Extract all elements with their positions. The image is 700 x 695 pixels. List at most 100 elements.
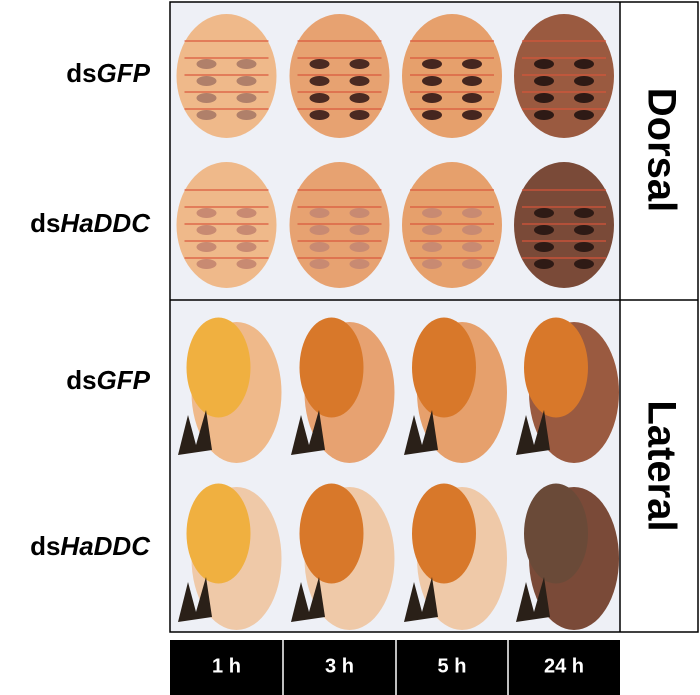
pupa-head	[412, 483, 476, 584]
pupa-spot	[349, 242, 370, 252]
row-label-prefix: ds	[30, 531, 60, 561]
time-label: 1 h	[212, 655, 241, 677]
pupa-spot	[534, 110, 554, 120]
pupa-spot	[349, 93, 370, 103]
view-label: Dorsal	[639, 88, 683, 213]
pupa-spot	[534, 242, 554, 252]
pupa-spot	[236, 76, 257, 86]
pupa-spot	[236, 208, 257, 218]
pupa-spot	[309, 76, 330, 86]
pupa-head	[299, 317, 364, 418]
pupa-spot	[349, 259, 370, 269]
pupa-spines	[516, 577, 550, 622]
pupa-spines	[404, 410, 438, 455]
pupa-spot	[309, 208, 330, 218]
row-label-prefix: ds	[66, 365, 96, 395]
row-label: dsHaDDC	[30, 531, 151, 561]
pupa-spot	[236, 110, 257, 120]
pupa-spot	[422, 93, 442, 103]
row-label-gene: HaDDC	[60, 531, 151, 561]
pupa-spines	[178, 410, 212, 455]
row-label: dsGFP	[66, 365, 150, 395]
pupa-spot	[574, 242, 594, 252]
pupa-spines	[516, 410, 550, 455]
pupa-spot	[574, 259, 594, 269]
view-label: Lateral	[639, 400, 683, 531]
time-bar	[170, 640, 620, 695]
pupa-spot	[196, 225, 217, 235]
pupa-spot	[309, 93, 330, 103]
pupa-spot	[422, 225, 442, 235]
pupa-spot	[574, 93, 594, 103]
pupa-spines	[404, 577, 438, 622]
pupa-spot	[196, 242, 217, 252]
pupa-head	[186, 483, 251, 584]
pupa-spot	[534, 93, 554, 103]
pupa-spot	[574, 110, 594, 120]
time-label: 5 h	[438, 655, 467, 677]
pupa-spot	[349, 59, 370, 69]
pupa-spot	[534, 225, 554, 235]
pupa-spot	[534, 59, 554, 69]
pupa-spot	[534, 259, 554, 269]
row-label-gene: GFP	[97, 58, 151, 88]
pupa-spot	[236, 225, 257, 235]
pupa-spot	[534, 208, 554, 218]
pupa-spot	[462, 76, 482, 86]
pupa-spot	[309, 59, 330, 69]
row-label-gene: GFP	[97, 365, 151, 395]
pupa-spot	[309, 242, 330, 252]
pupa-spot	[574, 76, 594, 86]
pupa-spot	[462, 59, 482, 69]
pupa-spot	[349, 208, 370, 218]
time-label: 24 h	[544, 655, 584, 677]
pupa-spot	[534, 76, 554, 86]
pupa-head	[524, 483, 588, 584]
pupa-spot	[462, 225, 482, 235]
row-label: dsGFP	[66, 58, 150, 88]
pupa-spines	[291, 410, 325, 455]
pupa-head	[412, 317, 476, 418]
row-label-gene: HaDDC	[60, 208, 151, 238]
pupa-head	[186, 317, 251, 418]
pupa-spot	[349, 110, 370, 120]
pupa-spot	[309, 259, 330, 269]
pupa-spot	[574, 208, 594, 218]
pupa-spot	[462, 93, 482, 103]
pupa-spot	[196, 93, 217, 103]
pupa-spines	[291, 577, 325, 622]
pupa-head	[299, 483, 364, 584]
pupa-spot	[196, 208, 217, 218]
grid-frame	[169, 1, 699, 633]
time-label: 3 h	[325, 655, 354, 677]
pupa-spot	[462, 110, 482, 120]
pupa-spot	[236, 242, 257, 252]
pupa-head	[524, 317, 588, 418]
pupa-spot	[462, 259, 482, 269]
pupa-spot	[422, 259, 442, 269]
pupa-spot	[349, 225, 370, 235]
pupa-spot	[462, 208, 482, 218]
row-label-prefix: ds	[30, 208, 60, 238]
pupa-spot	[309, 110, 330, 120]
pupa-spot	[574, 59, 594, 69]
pupa-spot	[422, 59, 442, 69]
pupa-spot	[462, 242, 482, 252]
pupa-spot	[236, 59, 257, 69]
pupa-spot	[422, 110, 442, 120]
pupa-spot	[236, 259, 257, 269]
row-label: dsHaDDC	[30, 208, 151, 238]
pupa-spot	[422, 76, 442, 86]
photo-grid	[170, 2, 620, 632]
pupa-spot	[196, 259, 217, 269]
pupa-spot	[196, 76, 217, 86]
pupa-spot	[196, 59, 217, 69]
pupa-spot	[422, 242, 442, 252]
row-label-prefix: ds	[66, 58, 96, 88]
pupa-spines	[178, 577, 212, 622]
pupa-spot	[422, 208, 442, 218]
pupa-spot	[236, 93, 257, 103]
pupa-spot	[196, 110, 217, 120]
